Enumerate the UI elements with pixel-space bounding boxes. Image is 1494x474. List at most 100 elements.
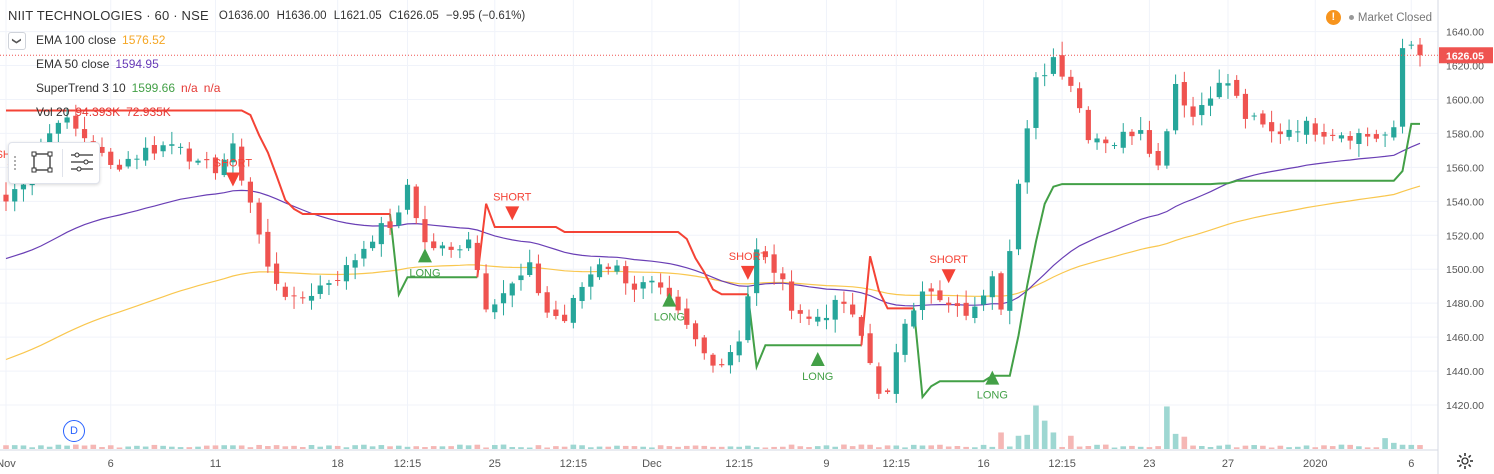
volume-bar bbox=[81, 445, 88, 449]
market-status[interactable]: ! Market Closed bbox=[1325, 10, 1432, 25]
candle bbox=[169, 131, 175, 155]
volume-bar bbox=[64, 445, 70, 449]
candle bbox=[247, 177, 253, 213]
candle bbox=[876, 362, 882, 399]
volume-bar bbox=[1364, 447, 1371, 449]
volume-bar bbox=[1137, 446, 1144, 449]
candle bbox=[858, 315, 864, 347]
volume-bar bbox=[762, 447, 769, 449]
volume-bar bbox=[46, 446, 53, 449]
status-dot-icon bbox=[1348, 15, 1354, 20]
candle-body bbox=[134, 158, 140, 160]
candle-body bbox=[1373, 134, 1379, 139]
volume-bar bbox=[1268, 447, 1275, 449]
candle bbox=[570, 294, 576, 329]
drag-handle-icon[interactable] bbox=[13, 155, 17, 171]
indicator-row[interactable]: SuperTrend 3 10 1599.66 n/a n/a bbox=[8, 76, 529, 100]
candle bbox=[509, 281, 515, 308]
volume-bar bbox=[963, 446, 969, 449]
candle bbox=[544, 286, 550, 318]
down-arrow-icon bbox=[505, 206, 520, 221]
candle-body bbox=[596, 264, 603, 278]
candle bbox=[1050, 48, 1057, 77]
supertrend-line bbox=[6, 109, 390, 215]
volume-bar bbox=[788, 444, 795, 449]
rectangle-tool-icon[interactable] bbox=[31, 151, 53, 173]
candle bbox=[1207, 86, 1214, 117]
candle-body bbox=[884, 390, 891, 393]
last-price-label: 1626.05 bbox=[1446, 50, 1484, 62]
candle-body bbox=[300, 297, 306, 299]
ema50-line bbox=[5, 142, 1421, 307]
candle-body bbox=[1155, 151, 1161, 166]
candle bbox=[649, 276, 655, 294]
candle-body bbox=[1330, 134, 1336, 136]
volume-bar bbox=[273, 445, 280, 449]
volume-bar bbox=[841, 444, 847, 449]
ema100-line bbox=[5, 185, 1421, 361]
volume-bar bbox=[1382, 438, 1388, 449]
volume-bar bbox=[422, 447, 428, 449]
candle-body bbox=[1199, 105, 1205, 116]
signal-label: SHORT bbox=[214, 157, 253, 169]
candle bbox=[823, 304, 830, 330]
volume-bar bbox=[448, 446, 454, 449]
candle-body bbox=[1216, 82, 1222, 98]
volume-bar bbox=[308, 445, 315, 449]
candle-body bbox=[605, 266, 611, 270]
dividend-badge[interactable]: D bbox=[63, 420, 85, 442]
volume-bar bbox=[1155, 446, 1161, 449]
candle bbox=[134, 154, 140, 170]
candle bbox=[1347, 131, 1353, 150]
volume-bar bbox=[439, 446, 446, 449]
symbol-title[interactable]: NIIT TECHNOLOGIES · 60 · NSE bbox=[8, 8, 209, 23]
gear-icon[interactable] bbox=[1456, 452, 1474, 470]
candle bbox=[1199, 92, 1205, 126]
candle bbox=[1321, 123, 1327, 145]
time-tick-label: 12:15 bbox=[725, 458, 753, 470]
candle bbox=[815, 308, 821, 327]
volume-bar bbox=[1024, 434, 1031, 449]
candle-body bbox=[343, 265, 350, 282]
candle-body bbox=[239, 146, 245, 181]
candle-body bbox=[579, 286, 585, 302]
indicator-row[interactable]: Vol 20 94.393K 72.935K bbox=[8, 100, 529, 124]
candle-body bbox=[806, 316, 812, 319]
candle-body bbox=[1234, 79, 1240, 96]
volume-bar bbox=[876, 447, 882, 449]
candle-body bbox=[422, 219, 428, 243]
volume-bar bbox=[99, 447, 105, 449]
market-status-label: Market Closed bbox=[1357, 11, 1432, 24]
short-signal: SHORT bbox=[930, 254, 968, 284]
candle-body bbox=[186, 148, 192, 162]
volume-bar bbox=[142, 446, 149, 449]
candle bbox=[1164, 128, 1170, 169]
volume-bar bbox=[1216, 445, 1223, 449]
candle bbox=[492, 299, 498, 320]
volume-bar bbox=[90, 444, 97, 449]
time-tick-label: 12:15 bbox=[883, 458, 911, 470]
candle-body bbox=[1007, 251, 1013, 311]
volume-bar bbox=[160, 445, 166, 449]
warning-icon[interactable]: ! bbox=[1325, 10, 1341, 25]
settings-lines-icon[interactable] bbox=[69, 151, 95, 173]
candle bbox=[911, 302, 917, 329]
volume-bar bbox=[718, 446, 725, 449]
candle-body bbox=[1085, 109, 1091, 141]
legend-collapse-button[interactable]: ❯ bbox=[8, 32, 26, 50]
volume-bar bbox=[640, 446, 646, 449]
price-tick-label: 1460.00 bbox=[1446, 332, 1484, 344]
symbol-row: NIIT TECHNOLOGIES · 60 · NSE O1636.00 H1… bbox=[8, 4, 529, 28]
volume-bar bbox=[1198, 445, 1205, 449]
candle-body bbox=[1120, 131, 1126, 148]
indicator-row[interactable]: EMA 50 close 1594.95 bbox=[8, 52, 529, 76]
candle-body bbox=[55, 122, 61, 134]
volume-bar bbox=[823, 445, 830, 449]
candle-body bbox=[413, 186, 419, 219]
candle bbox=[221, 153, 227, 178]
indicator-row[interactable]: EMA 100 close 1576.52 bbox=[8, 28, 529, 52]
candle-body bbox=[815, 316, 821, 322]
candle-body bbox=[335, 280, 341, 281]
candle-body bbox=[719, 364, 725, 366]
